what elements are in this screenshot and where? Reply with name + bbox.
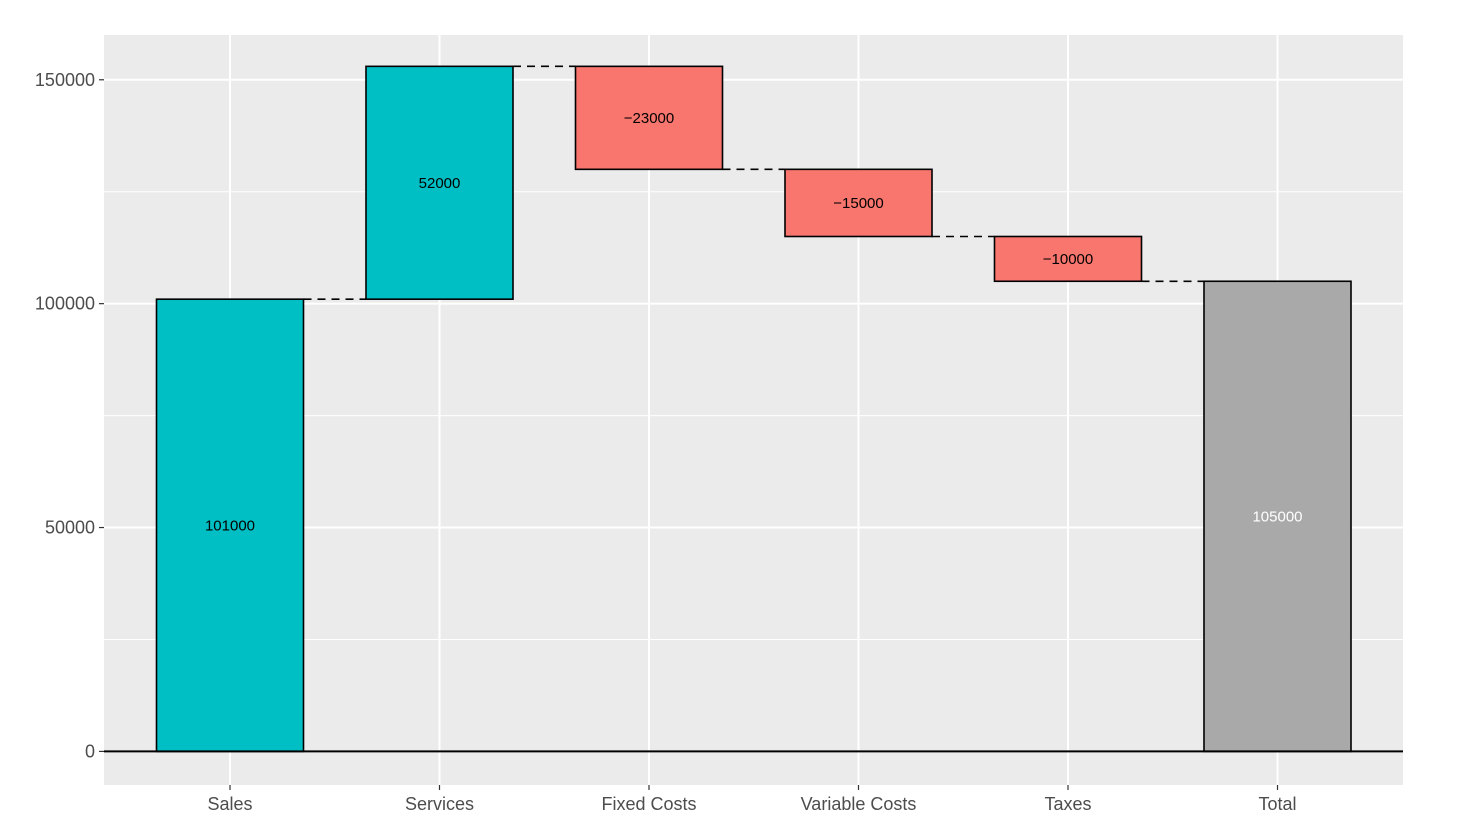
bar-fixed-costs: [574, 65, 724, 171]
y-tick-label: 0: [85, 741, 95, 761]
minor-gridlines: [104, 191, 1403, 640]
connector-lines: [303, 65, 1204, 300]
bar-label-sales: 101000: [205, 517, 255, 534]
y-tick-label: 100000: [35, 294, 95, 314]
bar-label-total: 105000: [1252, 508, 1302, 525]
x-tick-label-variable-costs: Variable Costs: [801, 794, 917, 814]
bar-total: [1203, 280, 1352, 753]
bar-services: [365, 65, 514, 300]
y-tick-label: 50000: [45, 518, 95, 538]
bar-label-services: 52000: [419, 175, 461, 192]
x-tick-label-services: Services: [405, 794, 474, 814]
bar-label-taxes: −10000: [1043, 251, 1093, 268]
x-tick-label-taxes: Taxes: [1044, 794, 1091, 814]
x-tick-label-total: Total: [1258, 794, 1296, 814]
x-tick-label-sales: Sales: [207, 794, 252, 814]
y-axis: 0 50000 100000 150000: [35, 70, 104, 761]
bar-variable-costs: [784, 168, 933, 238]
x-tick-label-fixed-costs: Fixed Costs: [601, 794, 696, 814]
y-tick-label: 150000: [35, 70, 95, 90]
x-axis: Sales Services Fixed Costs Variable Costs Ta…: [207, 785, 1297, 814]
plot-panel: [104, 35, 1403, 785]
bar-taxes: [993, 235, 1143, 283]
bar-label-variable-costs: −15000: [833, 195, 883, 212]
bars: [155, 65, 1352, 753]
bar-label-fixed-costs: −23000: [624, 110, 674, 127]
bar-labels: 101000 52000 −23000 −15000 −10000 105000: [205, 110, 1303, 534]
